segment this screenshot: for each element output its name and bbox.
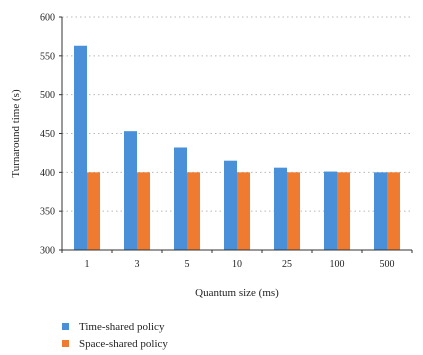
bar-space-shared (387, 172, 400, 250)
bar-space-shared (137, 172, 150, 250)
bar-time-shared (324, 171, 337, 250)
y-tick-label: 450 (40, 129, 55, 140)
y-axis-title: Turnaround time (s) (10, 89, 22, 178)
x-tick-label: 25 (282, 259, 292, 270)
x-axis-ticks: 1 3 5 10 25 100 500 (61, 250, 413, 270)
legend-label-space-shared: Space-shared policy (79, 337, 168, 350)
y-tick-label: 350 (40, 207, 55, 218)
y-tick-label: 550 (40, 51, 55, 62)
y-tick-label: 300 (40, 246, 55, 257)
legend-swatch-time-shared (62, 323, 69, 330)
x-tick-label: 10 (232, 259, 242, 270)
x-tick-label: 5 (185, 259, 190, 270)
bar-space-shared (287, 172, 300, 250)
bar-time-shared (124, 131, 137, 250)
bars (74, 45, 400, 251)
bar-space-shared (237, 172, 250, 250)
bar-time-shared (374, 172, 387, 250)
bar-time-shared (224, 160, 237, 250)
bar-chart: 300 350 400 450 500 550 600 1 3 5 10 25 100 500 Turn… (10, 13, 413, 299)
bar-space-shared (187, 172, 200, 250)
x-axis-title: Quantum size (ms) (195, 287, 279, 299)
x-tick-label: 500 (380, 259, 395, 270)
legend-label-time-shared: Time-shared policy (79, 320, 165, 333)
legend-item-space-shared: Space-shared policy (62, 335, 168, 352)
y-tick-label: 400 (40, 168, 55, 179)
y-axis-ticks: 300 350 400 450 500 550 600 (40, 13, 62, 257)
bar-time-shared (274, 167, 287, 250)
bar-space-shared (337, 172, 350, 250)
x-tick-label: 1 (85, 259, 90, 270)
x-tick-label: 100 (330, 259, 345, 270)
legend-item-time-shared: Time-shared policy (62, 318, 168, 335)
legend: Time-shared policy Space-shared policy (62, 318, 168, 352)
bar-time-shared (174, 147, 187, 250)
bar-time-shared (74, 45, 87, 251)
bar-space-shared (87, 172, 100, 250)
x-tick-label: 3 (135, 259, 140, 270)
y-tick-label: 500 (40, 90, 55, 101)
legend-swatch-space-shared (62, 340, 69, 347)
y-tick-label: 600 (40, 13, 55, 24)
